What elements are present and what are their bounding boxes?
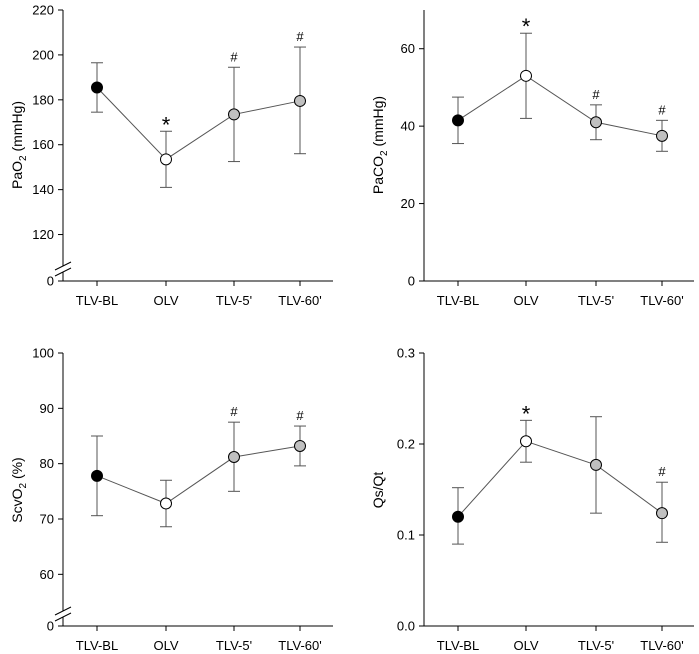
axis-break-mark xyxy=(54,261,72,271)
significance-star: * xyxy=(162,112,171,137)
data-point xyxy=(656,129,668,142)
significance-hash: # xyxy=(296,29,304,44)
data-point xyxy=(452,114,464,127)
y-axis-title: PaO2 (mmHg) xyxy=(9,101,29,189)
series-line xyxy=(457,440,663,518)
x-tick-label: TLV-BL xyxy=(76,293,118,308)
y-axis-title: PaCO2 (mmHg) xyxy=(370,96,390,194)
y-tick-label: 40 xyxy=(401,119,415,134)
data-point xyxy=(160,497,172,510)
x-tick-label: OLV xyxy=(153,293,178,308)
significance-hash: # xyxy=(658,102,666,117)
x-tick-label: TLV-BL xyxy=(437,638,479,653)
significance-hash: # xyxy=(592,87,600,102)
axis-break-mark xyxy=(54,612,72,622)
series-line xyxy=(457,75,663,137)
x-tick-label: TLV-5' xyxy=(216,638,252,653)
data-point xyxy=(294,439,306,452)
x-tick-label: TLV-5' xyxy=(216,293,252,308)
significance-star: * xyxy=(522,14,531,39)
significance-hash: # xyxy=(230,404,238,419)
significance-hash: # xyxy=(296,408,304,423)
x-tick-label: TLV-BL xyxy=(437,293,479,308)
data-point xyxy=(520,435,532,448)
x-tick-label: TLV-60' xyxy=(278,293,321,308)
y-tick-label: 220 xyxy=(32,3,54,18)
y-tick-label: 80 xyxy=(40,456,54,471)
y-tick-label: 20 xyxy=(401,196,415,211)
data-point xyxy=(590,116,602,129)
panel-qs-qt: 0.0 0.1 0.2 0.3 TLV-BL OLV TLV-5' TLV-60' Qs/Qt *… xyxy=(370,346,694,653)
axis-break-mark xyxy=(54,606,72,616)
data-point xyxy=(590,458,602,471)
data-point xyxy=(91,469,103,482)
series-line xyxy=(96,87,301,160)
significance-hash: # xyxy=(658,464,666,479)
y-tick-label: 60 xyxy=(40,567,54,582)
y-axis-title: Qs/Qt xyxy=(370,472,386,509)
data-point xyxy=(656,507,668,520)
data-point xyxy=(91,81,103,94)
y-tick-label: 180 xyxy=(32,92,54,107)
y-tick-label: 0.0 xyxy=(397,619,415,634)
data-point xyxy=(160,153,172,166)
y-tick-label: 60 xyxy=(401,41,415,56)
y-tick-label: 0 xyxy=(408,274,415,289)
x-tick-label: TLV-5' xyxy=(578,638,614,653)
data-point xyxy=(520,69,532,82)
panel-scvo2: 0 60 70 80 90 100 TLV-BL OLV TLV-5' TLV-60' ScvO2 … xyxy=(9,346,333,653)
data-point xyxy=(228,108,240,121)
y-tick-label: 70 xyxy=(40,512,54,527)
y-tick-label: 0.3 xyxy=(397,346,415,361)
significance-star: * xyxy=(522,401,531,426)
x-tick-label: TLV-60' xyxy=(640,293,683,308)
y-tick-label: 0 xyxy=(47,274,54,289)
x-tick-label: OLV xyxy=(513,638,538,653)
y-tick-label: 140 xyxy=(32,182,54,197)
y-tick-label: 0 xyxy=(47,619,54,634)
panel-paco2: 0 20 40 60 TLV-BL OLV TLV-5' TLV-60' PaCO2 (mmHg… xyxy=(370,10,694,308)
x-tick-label: TLV-60' xyxy=(278,638,321,653)
x-tick-label: OLV xyxy=(513,293,538,308)
x-tick-label: TLV-BL xyxy=(76,638,118,653)
y-tick-label: 100 xyxy=(32,346,54,361)
series-line xyxy=(96,445,301,505)
data-point xyxy=(452,510,464,523)
data-point xyxy=(294,94,306,107)
x-tick-label: TLV-5' xyxy=(578,293,614,308)
y-tick-label: 0.1 xyxy=(397,528,415,543)
x-tick-label: TLV-60' xyxy=(640,638,683,653)
y-tick-label: 0.2 xyxy=(397,437,415,452)
y-axis-title: ScvO2 (%) xyxy=(9,457,29,522)
y-tick-label: 160 xyxy=(32,137,54,152)
axis-break-mark xyxy=(54,267,72,277)
x-tick-label: OLV xyxy=(153,638,178,653)
data-point xyxy=(228,451,240,464)
y-tick-label: 200 xyxy=(32,47,54,62)
y-tick-label: 90 xyxy=(40,401,54,416)
y-tick-label: 120 xyxy=(32,227,54,242)
significance-hash: # xyxy=(230,49,238,64)
panel-pao2: 0 120 140 160 180 200 220 TLV-BL OLV TLV-5' TLV-60… xyxy=(9,3,333,308)
